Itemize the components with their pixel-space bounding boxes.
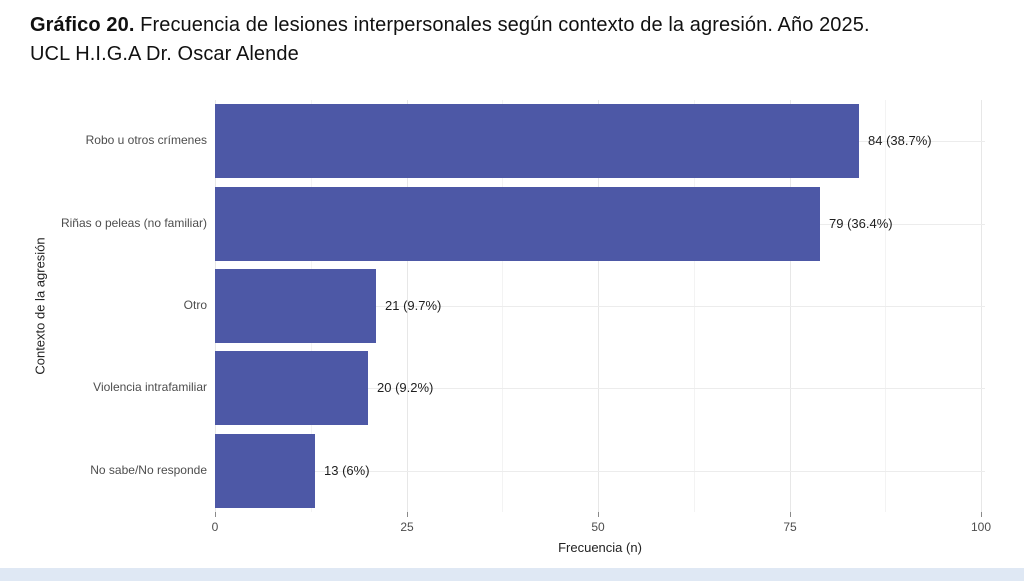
x-axis-tick xyxy=(790,512,791,517)
bar-chart-plot-area: 0 25 50 75 100 84 (38.7%) Robo u otros crímene… xyxy=(61,100,991,534)
x-axis-tick xyxy=(981,512,982,517)
y-axis-category-label: Violencia intrafamiliar xyxy=(93,380,207,394)
x-axis-tick xyxy=(598,512,599,517)
bar xyxy=(215,187,820,261)
y-axis-category-label: Riñas o peleas (no familiar) xyxy=(60,216,207,230)
bar-value-label: 79 (36.4%) xyxy=(829,216,893,231)
bar-value-label: 13 (6%) xyxy=(324,463,370,478)
bar-value-label: 21 (9.7%) xyxy=(385,298,442,313)
x-axis-tick-label: 0 xyxy=(211,520,219,534)
gridline-horizontal-major xyxy=(215,388,985,389)
gridline-horizontal-major xyxy=(215,306,985,307)
x-axis-tick-label: 50 xyxy=(591,520,605,534)
y-axis-category-label: Otro xyxy=(183,298,207,312)
y-axis-category-label: No sabe/No responde xyxy=(90,463,207,477)
bar xyxy=(215,104,859,178)
bar xyxy=(215,269,376,343)
bar xyxy=(215,434,315,508)
x-axis-tick-label: 100 xyxy=(970,520,992,534)
chart-title: Gráfico 20. Frecuencia de lesiones inter… xyxy=(30,11,1005,69)
x-axis-tick xyxy=(215,512,216,517)
bar-value-label: 20 (9.2%) xyxy=(377,380,434,395)
bar xyxy=(215,351,368,425)
x-axis-tick xyxy=(407,512,408,517)
y-axis-category-label: Robo u otros crímenes xyxy=(85,133,207,147)
bar-value-label: 84 (38.7%) xyxy=(868,133,932,148)
x-axis-tick-label: 75 xyxy=(783,520,797,534)
chart-title-text: Frecuencia de lesiones interpersonales s… xyxy=(134,14,870,36)
gridline-horizontal-major xyxy=(215,471,985,472)
chart-title-line2: UCL H.I.G.A Dr. Oscar Alende xyxy=(30,43,299,65)
chart-title-number: Gráfico 20. xyxy=(30,14,135,36)
x-axis-title: Frecuencia (n) xyxy=(558,540,642,555)
footer-strip xyxy=(0,568,1024,581)
x-axis-tick-label: 25 xyxy=(400,520,414,534)
